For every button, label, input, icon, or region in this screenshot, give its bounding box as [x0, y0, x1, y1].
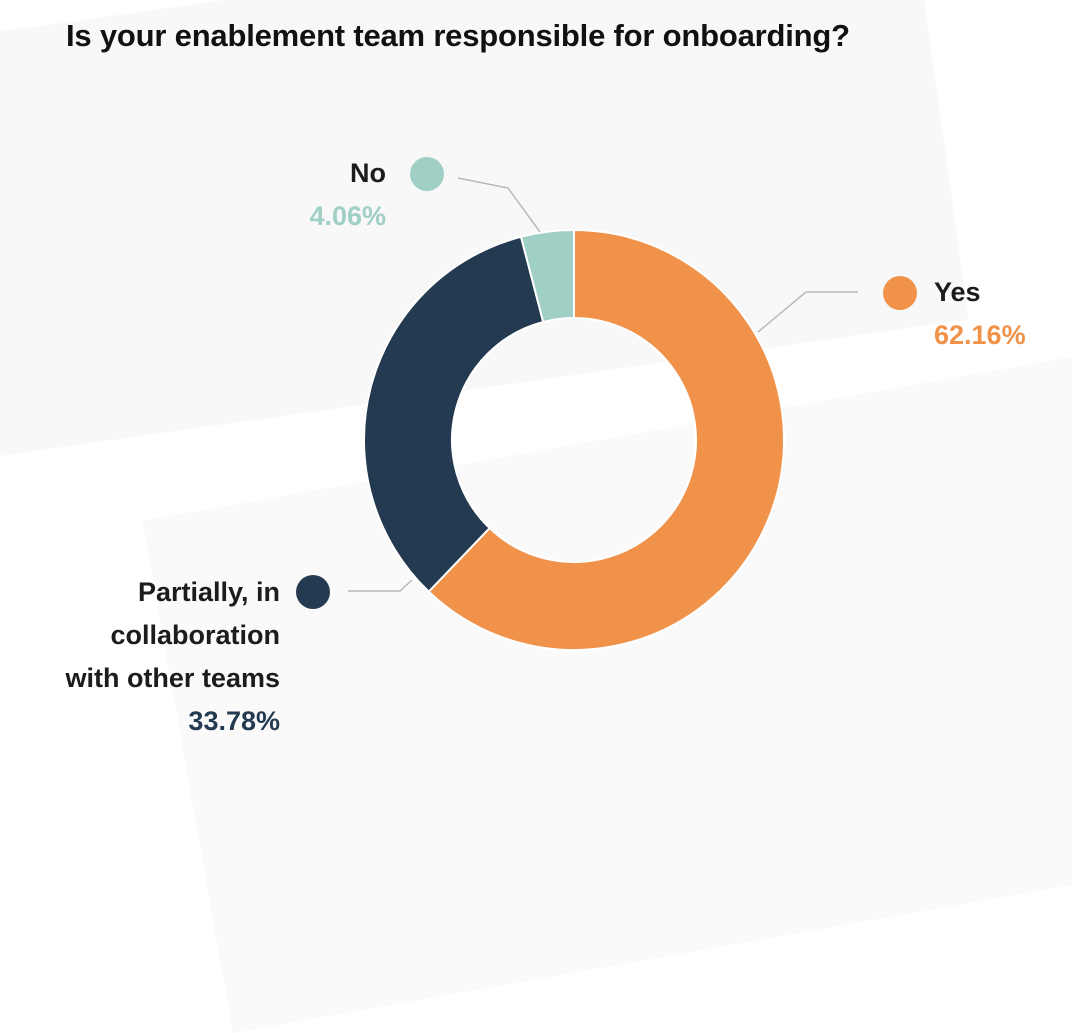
legend-markers — [296, 157, 917, 609]
leader-lines — [348, 177, 858, 592]
leader-line-partially — [348, 579, 413, 592]
legend-marker-partially — [296, 575, 330, 609]
slice-name-yes: Yes — [934, 277, 981, 307]
slice-name-no: No — [350, 158, 386, 188]
donut-slices — [363, 228, 785, 651]
legend-marker-no — [410, 157, 444, 191]
donut-chart — [296, 157, 917, 651]
leader-line-yes — [757, 291, 858, 333]
slice-no — [519, 228, 575, 324]
slice-label-no: No 4.06% — [200, 152, 386, 238]
slice-label-partially: Partially, in collaboration with other t… — [10, 571, 280, 743]
slice-label-yes: Yes 62.16% — [934, 271, 1026, 357]
slice-name-partially-line-3: with other teams — [65, 663, 280, 693]
slice-yes — [427, 228, 785, 651]
slice-name-partially-line-2: collaboration — [110, 620, 280, 650]
leader-line-no — [457, 177, 541, 233]
slice-value-no: 4.06% — [309, 201, 386, 231]
chart-title: Is your enablement team responsible for … — [66, 18, 850, 53]
slice-name-partially-line-1: Partially, in — [137, 577, 280, 607]
slice-partially — [363, 235, 545, 594]
slice-value-partially: 33.78% — [188, 706, 280, 736]
legend-marker-yes — [883, 276, 917, 310]
slice-value-yes: 62.16% — [934, 320, 1026, 350]
